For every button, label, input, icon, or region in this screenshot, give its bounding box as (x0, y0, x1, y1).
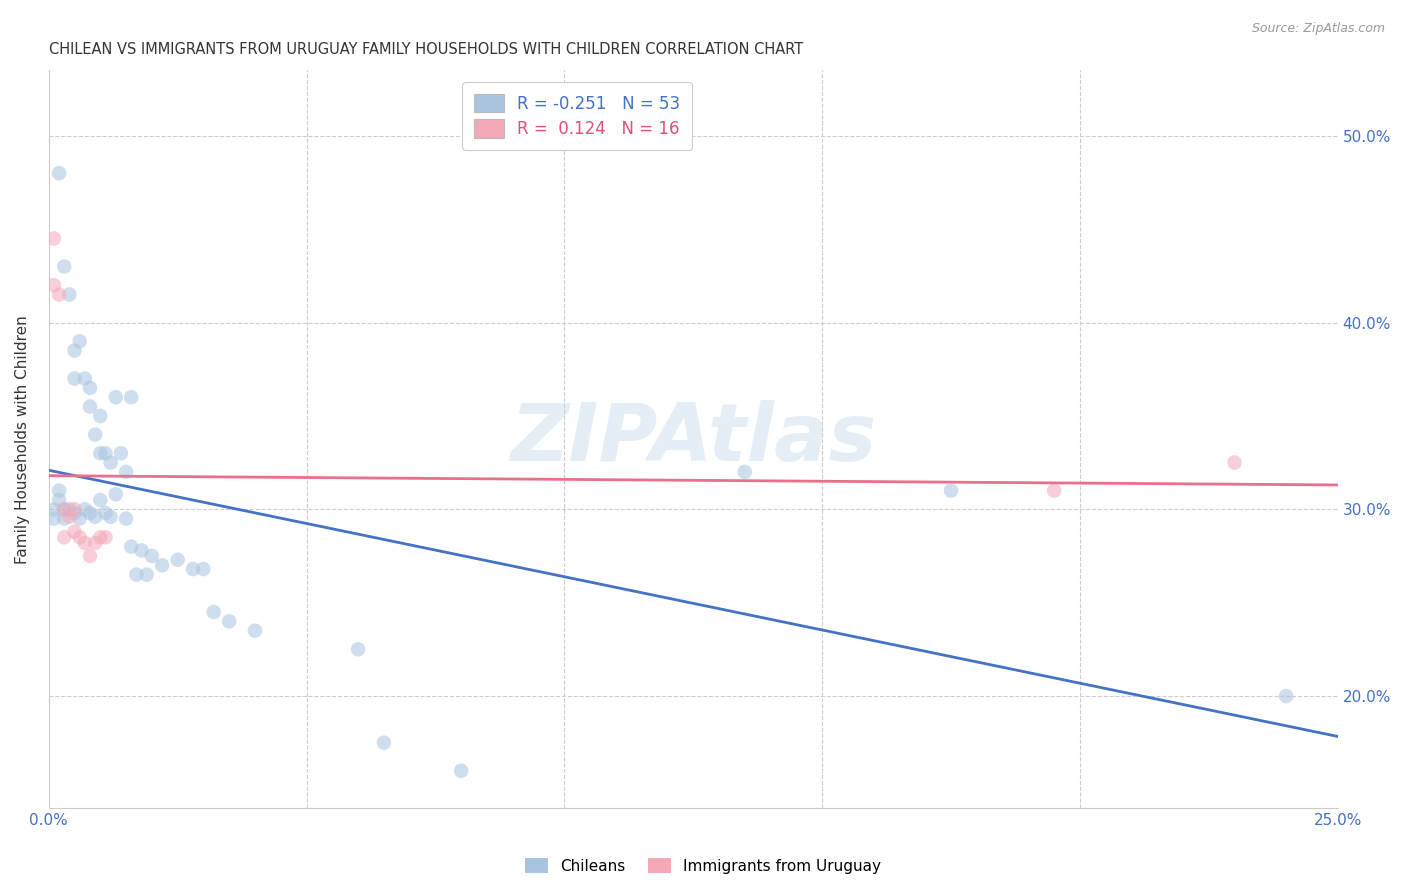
Point (53, 511, 76, 525)
Text: CHILEAN VS IMMIGRANTS FROM URUGUAY FAMILY HOUSEHOLDS WITH CHILDREN CORRELATION C: CHILEAN VS IMMIGRANTS FROM URUGUAY FAMIL… (49, 42, 803, 57)
Point (120, 390, 142, 404)
Point (939, 483, 962, 498)
Point (218, 615, 240, 629)
Point (84, 536, 107, 550)
Point (100, 509, 122, 524)
Point (53, 530, 76, 544)
Point (79, 381, 101, 395)
Point (42, 231, 65, 245)
Point (104, 487, 127, 501)
Y-axis label: Family Households with Children: Family Households with Children (15, 315, 30, 564)
Point (48, 492, 70, 507)
Point (69, 334, 91, 349)
Point (63, 371, 86, 385)
Point (48, 483, 70, 498)
Point (94, 530, 117, 544)
Point (89, 409, 111, 423)
Point (193, 562, 215, 576)
Point (48, 166, 70, 180)
Text: ZIPAtlas: ZIPAtlas (510, 401, 876, 478)
Point (734, 465, 756, 479)
Text: Source: ZipAtlas.com: Source: ZipAtlas.com (1251, 22, 1385, 36)
Point (89, 492, 111, 507)
Point (243, 624, 266, 638)
Point (42, 278, 65, 293)
Point (94, 446, 117, 460)
Point (1043, 483, 1066, 498)
Point (69, 511, 91, 525)
Point (120, 540, 142, 554)
Point (48, 287, 70, 301)
Point (373, 736, 395, 750)
Point (42, 502, 65, 516)
Point (84, 509, 107, 524)
Point (63, 524, 86, 539)
Point (125, 567, 148, 582)
Point (135, 567, 157, 582)
Point (58, 502, 80, 516)
Point (73, 371, 96, 385)
Point (94, 506, 117, 520)
Point (79, 549, 101, 563)
Point (202, 605, 225, 619)
Point (181, 562, 204, 576)
Point (1223, 456, 1246, 470)
Point (347, 642, 370, 657)
Point (63, 506, 86, 520)
Point (89, 446, 111, 460)
Point (69, 530, 91, 544)
Point (115, 511, 138, 525)
Point (150, 558, 173, 573)
Point (79, 506, 101, 520)
Point (131, 543, 153, 558)
Point (58, 509, 80, 524)
Legend: Chileans, Immigrants from Uruguay: Chileans, Immigrants from Uruguay (519, 852, 887, 880)
Point (450, 764, 472, 778)
Point (166, 552, 188, 566)
Point (84, 427, 107, 442)
Point (104, 390, 127, 404)
Point (63, 502, 86, 516)
Legend: R = -0.251   N = 53, R =  0.124   N = 16: R = -0.251 N = 53, R = 0.124 N = 16 (463, 82, 692, 150)
Point (115, 465, 138, 479)
Point (89, 530, 111, 544)
Point (141, 549, 163, 563)
Point (53, 502, 76, 516)
Point (79, 400, 101, 414)
Point (110, 446, 132, 460)
Point (73, 536, 96, 550)
Point (53, 502, 76, 516)
Point (1275, 689, 1298, 703)
Point (42, 511, 65, 525)
Point (100, 456, 122, 470)
Point (73, 502, 96, 516)
Point (63, 343, 86, 358)
Point (58, 287, 80, 301)
Point (53, 260, 76, 274)
